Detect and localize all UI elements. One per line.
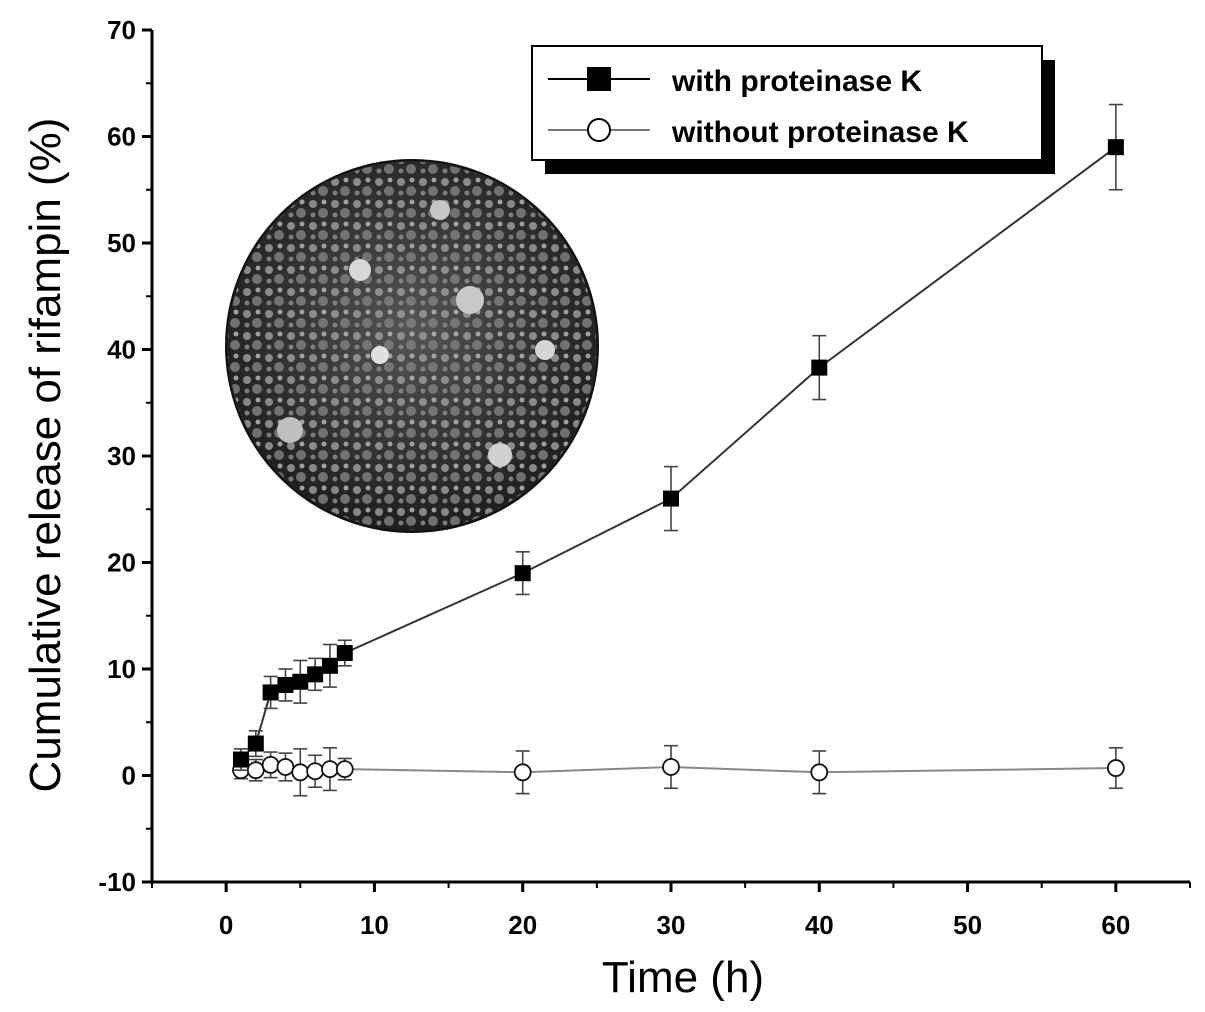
data-point: [662, 758, 680, 776]
data-point: [811, 359, 828, 376]
data-point: [335, 760, 354, 779]
data-point: [514, 565, 531, 582]
y-axis-title: Cumulative release of rifampin (%): [21, 118, 70, 793]
data-point: [336, 645, 353, 662]
data-point: [246, 761, 265, 780]
x-axis-title: Time (h): [602, 953, 764, 1002]
y-tick-label: -10: [98, 867, 136, 897]
data-point: [261, 755, 280, 774]
data-point: [276, 758, 295, 776]
legend-marker-with: [587, 67, 611, 91]
data-point: [1106, 759, 1125, 777]
legend-box: [531, 45, 1043, 161]
y-tick-label: 40: [107, 335, 136, 365]
x-tick-label: 10: [360, 910, 389, 940]
data-point: [277, 676, 294, 693]
data-point: [321, 657, 338, 674]
legend-label-without: without proteinase K: [671, 116, 969, 149]
x-tick-label: 0: [219, 910, 233, 940]
y-tick-label: 60: [107, 122, 136, 152]
legend-marker-without: [587, 118, 611, 142]
y-tick-label: 30: [107, 441, 136, 471]
data-point: [663, 490, 679, 507]
data-point: [810, 763, 829, 782]
data-point: [291, 763, 310, 782]
data-point: [1107, 139, 1124, 156]
data-point: [306, 762, 325, 781]
x-tick-label: 30: [657, 910, 686, 940]
series-layer: [232, 103, 1125, 797]
series-with-proteinase-k: [232, 103, 1124, 771]
y-tick-label: 10: [107, 654, 136, 684]
data-point: [292, 673, 309, 690]
x-tick-label: 40: [805, 910, 834, 940]
data-point: [262, 684, 279, 701]
x-tick-label: 20: [508, 910, 537, 940]
data-point: [307, 666, 324, 683]
y-tick-label: 0: [122, 761, 136, 791]
y-tick-label: 70: [107, 15, 136, 45]
sem-inset-image: [225, 159, 599, 533]
x-tick-label: 60: [1101, 910, 1130, 940]
data-point: [232, 751, 249, 768]
y-tick-label: 50: [107, 228, 136, 258]
axes: -10 0 10 20 30 40 50 60 70 0 10 20 30 40 50 60: [98, 15, 1191, 940]
data-point: [321, 760, 339, 779]
legend-label-with: with proteinase K: [671, 65, 922, 98]
series-without-proteinase-k: [232, 744, 1125, 797]
data-point: [247, 735, 264, 752]
x-tick-label: 50: [953, 910, 982, 940]
legend: with proteinase K without proteinase K: [531, 45, 1055, 174]
y-tick-label: 20: [107, 548, 136, 578]
data-point: [513, 763, 532, 782]
